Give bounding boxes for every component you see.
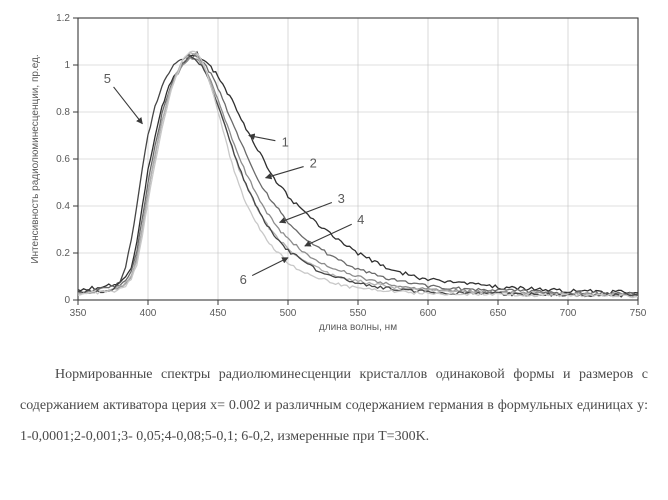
figure-caption: Нормированные спектры радиолюминесценции… [20, 360, 648, 452]
annotation-label-3: 3 [338, 191, 345, 206]
svg-text:0.8: 0.8 [56, 107, 70, 118]
svg-text:400: 400 [140, 308, 157, 319]
svg-text:1: 1 [64, 60, 70, 71]
svg-text:750: 750 [630, 308, 647, 319]
annotation-label-2: 2 [310, 156, 317, 171]
svg-text:550: 550 [350, 308, 367, 319]
svg-text:1.2: 1.2 [56, 13, 70, 24]
annotation-label-4: 4 [357, 212, 364, 227]
x-axis-label: длина волны, нм [319, 322, 397, 333]
annotation-label-6: 6 [240, 272, 247, 287]
svg-text:350: 350 [70, 308, 87, 319]
svg-text:0.2: 0.2 [56, 248, 70, 259]
svg-text:450: 450 [210, 308, 227, 319]
spectra-chart: 350 400 450 500 550 600 650 700 750 0 0.2 0.4 0.6 0.8… [20, 10, 648, 340]
svg-text:0.6: 0.6 [56, 154, 70, 165]
chart-svg: 350 400 450 500 550 600 650 700 750 0 0.2 0.4 0.6 0.8… [20, 10, 648, 340]
annotation-label-1: 1 [282, 135, 289, 150]
svg-text:600: 600 [420, 308, 437, 319]
annotation-label-5: 5 [104, 71, 111, 86]
svg-text:0.4: 0.4 [56, 201, 70, 212]
caption-text: Нормированные спектры радиолюминесценции… [20, 360, 648, 452]
svg-text:500: 500 [280, 308, 297, 319]
y-axis-label: Интенсивность радиолюминесценции, пр.ед. [30, 54, 41, 263]
svg-text:700: 700 [560, 308, 577, 319]
svg-text:650: 650 [490, 308, 507, 319]
svg-text:0: 0 [64, 295, 70, 306]
